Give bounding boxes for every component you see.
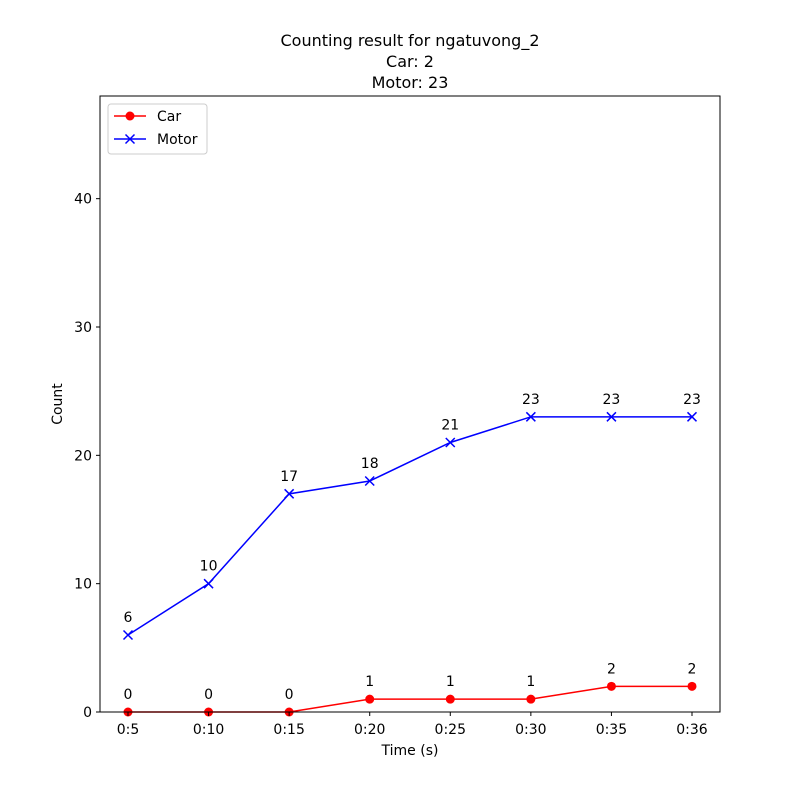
y-axis: 0 10 20 30 40	[74, 192, 100, 721]
x-tick-label: 0:10	[193, 722, 224, 738]
plot-frame	[99, 95, 721, 713]
data-point-motor	[203, 578, 214, 589]
legend-motor-label: Motor	[157, 132, 198, 148]
data-point-motor	[364, 475, 375, 487]
y-tick-label: 40	[74, 192, 92, 208]
data-point-motor	[284, 488, 295, 499]
y-tick-label: 0	[83, 705, 92, 721]
data-point-motor	[686, 411, 698, 422]
data-point-car	[687, 681, 697, 691]
data-label-motor: 17	[280, 469, 298, 485]
x-tick-label: 0:30	[515, 722, 546, 738]
data-label-car: 0	[285, 687, 294, 703]
x-axis: 0:5 0:10 0:15 0:20 0:25 0:30 0:35 0:36	[117, 712, 708, 738]
plot-area: 0 0 0 1 1 1 2 2 6 10 17 18 21 23 23 23	[122, 392, 701, 717]
data-point-motor	[445, 437, 456, 448]
y-tick-label: 30	[74, 320, 92, 336]
data-label-motor: 23	[603, 392, 621, 408]
data-point-car	[606, 681, 616, 691]
data-point-car	[526, 694, 536, 704]
chart-subtitle-car: Car: 2	[386, 52, 434, 71]
y-tick-label: 10	[74, 577, 92, 593]
data-point-motor	[606, 411, 617, 422]
data-label-car: 1	[526, 674, 535, 690]
data-label-motor: 18	[361, 456, 379, 472]
data-label-car: 2	[688, 661, 697, 677]
x-axis-label: Time (s)	[381, 743, 439, 759]
legend: Car Motor	[107, 103, 208, 155]
chart-title: Counting result for ngatuvong_2	[280, 31, 539, 51]
data-point-car	[365, 694, 375, 704]
data-point-motor	[122, 629, 134, 641]
data-label-car: 2	[607, 661, 616, 677]
data-point-motor	[525, 411, 536, 422]
data-label-car: 1	[446, 674, 455, 690]
data-label-motor: 23	[522, 392, 540, 408]
legend-motor-marker	[124, 133, 136, 145]
x-tick-label: 0:15	[273, 722, 304, 738]
series-line-motor	[127, 416, 692, 636]
data-label-motor: 21	[441, 418, 459, 434]
data-label-motor: 23	[683, 392, 701, 408]
data-label-motor: 10	[200, 559, 218, 575]
x-tick-label: 0:5	[117, 722, 140, 738]
x-tick-label: 0:36	[676, 722, 708, 738]
x-tick-label: 0:25	[435, 722, 466, 738]
data-label-car: 0	[124, 687, 133, 703]
data-label-car: 0	[204, 687, 213, 703]
chart-subtitle-motor: Motor: 23	[372, 73, 449, 92]
y-tick-label: 20	[74, 448, 92, 464]
legend-car-label: Car	[157, 109, 181, 125]
data-label-motor: 6	[124, 610, 133, 626]
data-point-car	[445, 694, 455, 704]
y-axis-label: Count	[50, 383, 66, 425]
legend-car-marker	[125, 111, 135, 121]
x-tick-label: 0:35	[596, 722, 627, 738]
x-tick-label: 0:20	[354, 722, 385, 738]
data-label-car: 1	[365, 674, 374, 690]
